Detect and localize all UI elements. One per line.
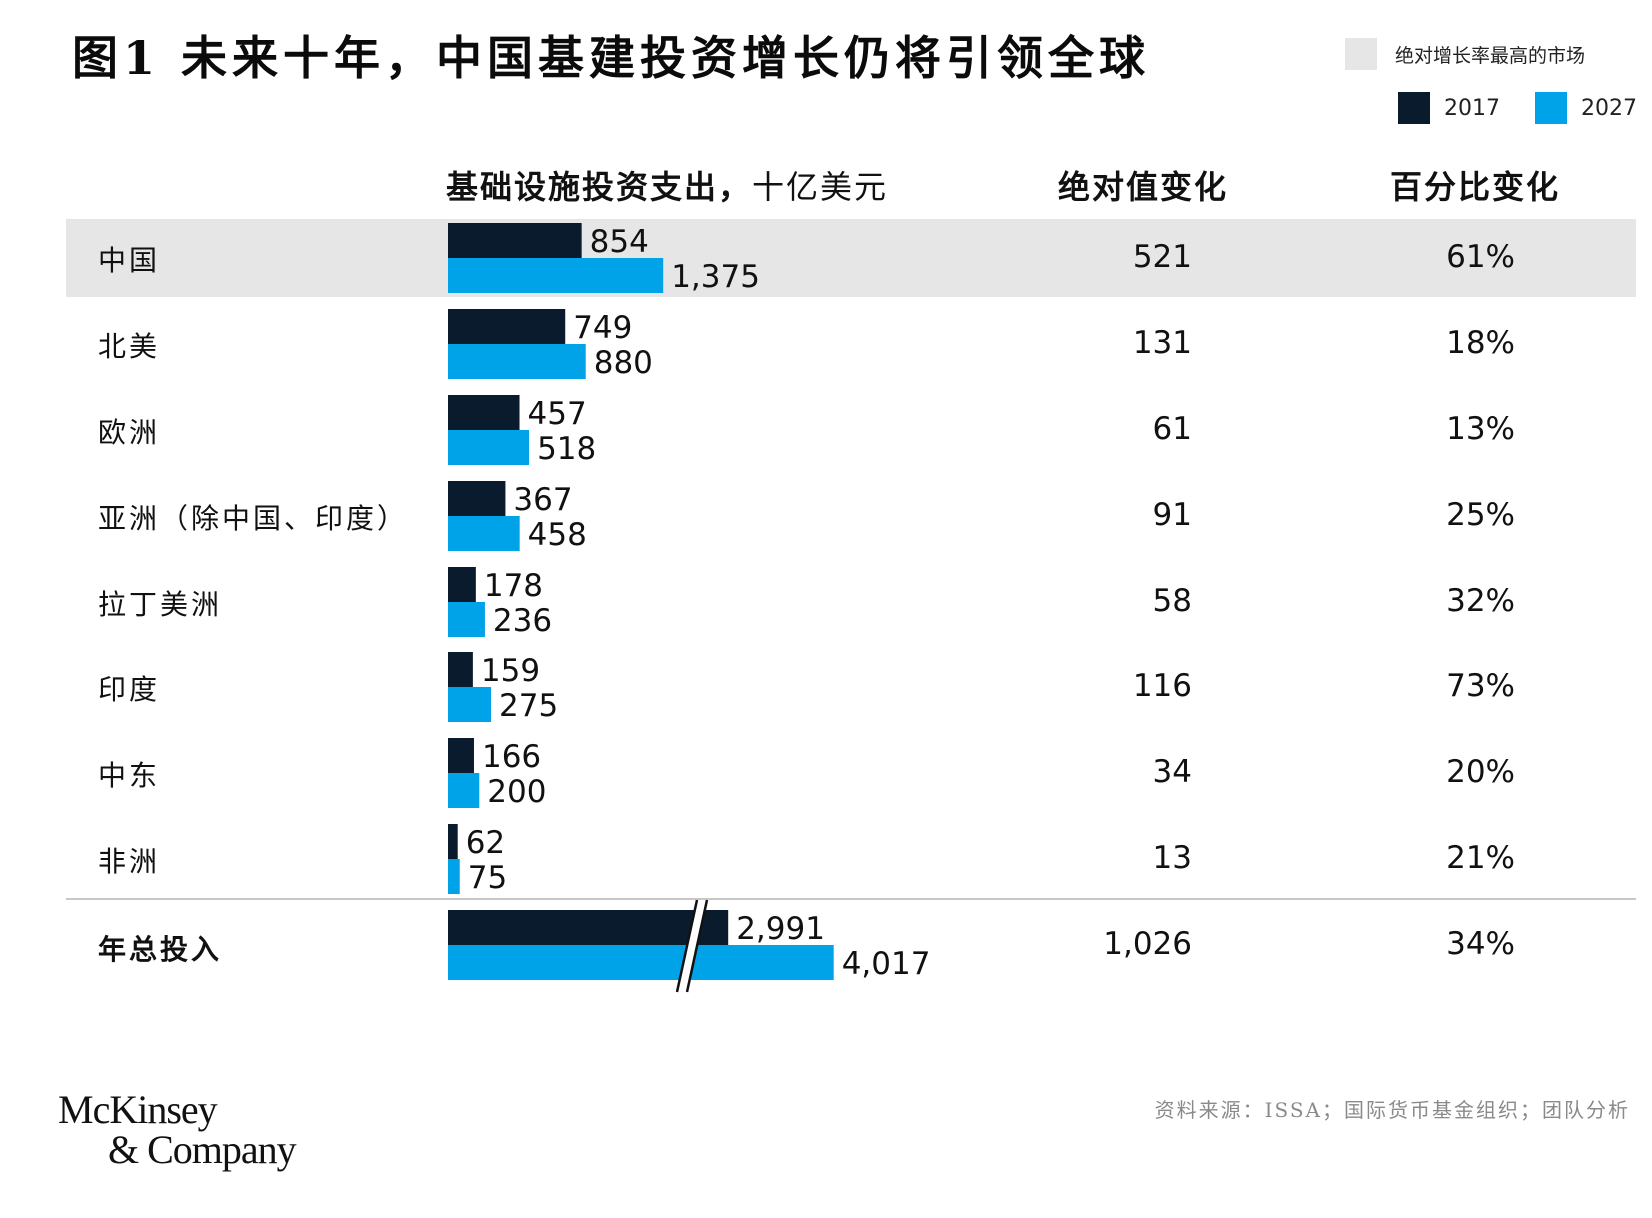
bar-2017-8: [448, 910, 729, 945]
value-label-2027-2: 518: [537, 431, 596, 467]
pct-change-1: 18%: [1446, 325, 1515, 361]
value-label-2017-7: 62: [466, 825, 505, 861]
axis-break-line-1: [685, 899, 709, 993]
bar-2027-6: [448, 773, 480, 808]
bar-2027-7: [448, 859, 460, 894]
pct-change-6: 20%: [1446, 754, 1515, 790]
row-label-2: 欧洲: [98, 416, 161, 449]
abs-change-3: 91: [1152, 497, 1192, 533]
row-label-0: 中国: [98, 244, 161, 277]
value-label-2017-6: 166: [482, 739, 541, 775]
row-label-1: 北美: [98, 330, 161, 363]
axis-break-gap: [677, 900, 707, 992]
row-label-4: 拉丁美洲: [98, 588, 223, 621]
bar-2027-1: [448, 344, 586, 379]
bar-2027-2: [448, 430, 530, 465]
pct-change-5: 73%: [1446, 668, 1515, 704]
abs-change-8: 1,026: [1103, 926, 1192, 962]
bar-2017-5: [448, 652, 473, 687]
abs-change-1: 131: [1132, 325, 1192, 361]
legend-2027-swatch: [1535, 92, 1567, 124]
legend-highlight-label: 绝对增长率最高的市场: [1395, 44, 1586, 67]
logo-line2: & Company: [108, 1127, 297, 1172]
total-separator: [66, 898, 1636, 900]
abs-change-7: 13: [1152, 840, 1192, 876]
legend-highlight-swatch: [1345, 38, 1377, 70]
abs-change-2: 61: [1152, 411, 1192, 447]
row-label-5: 印度: [98, 673, 161, 706]
pct-change-0: 61%: [1446, 239, 1515, 275]
row-label-3: 亚洲（除中国、印度）: [98, 502, 409, 535]
value-label-2017-1: 749: [573, 310, 632, 346]
bar-2027-5: [448, 687, 492, 722]
column-header-spend: 基础设施投资支出，十亿美元: [446, 162, 888, 208]
legend-2017: 2017: [1398, 92, 1500, 124]
row-label-7: 非洲: [98, 845, 161, 878]
column-header-spend-main: 基础设施投资支出，: [446, 168, 753, 206]
row-label-6: 中东: [98, 759, 161, 792]
bar-2017-4: [448, 567, 476, 602]
abs-change-0: 521: [1132, 239, 1192, 275]
bar-2017-0: [448, 223, 582, 258]
pct-change-8: 34%: [1446, 926, 1515, 962]
value-label-2017-2: 457: [528, 396, 587, 432]
pct-change-7: 21%: [1446, 840, 1515, 876]
column-header-spend-unit: 十亿美元: [752, 168, 889, 206]
column-header-pct: 百分比变化: [1390, 168, 1561, 206]
pct-change-3: 25%: [1446, 497, 1515, 533]
value-label-2017-8: 2,991: [736, 911, 825, 947]
legend-2017-label: 2017: [1444, 95, 1500, 121]
axis-break-line-0: [675, 899, 699, 993]
bar-2017-1: [448, 309, 566, 344]
bar-2027-0: [448, 258, 664, 293]
legend-highlight: 绝对增长率最高的市场: [1345, 38, 1585, 70]
bar-2027-4: [448, 602, 485, 637]
value-label-2027-3: 458: [528, 517, 587, 553]
value-label-2027-5: 275: [499, 688, 558, 724]
abs-change-5: 116: [1132, 668, 1192, 704]
highlight-band: [66, 219, 1636, 297]
logo-line1: McKinsey: [58, 1087, 218, 1132]
value-label-2017-4: 178: [484, 568, 543, 604]
bar-2017-7: [448, 824, 458, 859]
bar-2017-3: [448, 481, 506, 516]
pct-change-2: 13%: [1446, 411, 1515, 447]
pct-change-4: 32%: [1446, 583, 1515, 619]
bar-2017-6: [448, 738, 474, 773]
bar-2027-8: [448, 945, 834, 980]
row-label-8: 年总投入: [98, 933, 223, 966]
column-header-abs: 绝对值变化: [1058, 168, 1229, 206]
value-label-2027-6: 200: [487, 774, 546, 810]
value-label-2027-1: 880: [594, 345, 653, 381]
value-label-2027-0: 1,375: [671, 259, 760, 295]
legend-2027-label: 2027: [1581, 95, 1637, 121]
value-label-2017-3: 367: [513, 482, 572, 518]
value-label-2027-7: 75: [468, 860, 507, 896]
mckinsey-logo: McKinsey & Company: [58, 1087, 297, 1172]
value-label-2027-4: 236: [493, 603, 552, 639]
value-label-2027-8: 4,017: [842, 946, 931, 982]
abs-change-6: 34: [1152, 754, 1192, 790]
bar-2017-2: [448, 395, 520, 430]
value-label-2017-0: 854: [590, 224, 649, 260]
value-label-2017-5: 159: [481, 653, 540, 689]
source-note: 资料来源：ISSA；国际货币基金组织；团队分析: [1154, 1098, 1630, 1122]
bar-2027-3: [448, 516, 520, 551]
chart-title: 图1 未来十年，中国基建投资增长仍将引领全球: [72, 31, 1151, 85]
legend-2017-swatch: [1398, 92, 1430, 124]
legend-2027: 2027: [1535, 92, 1637, 124]
abs-change-4: 58: [1152, 583, 1192, 619]
